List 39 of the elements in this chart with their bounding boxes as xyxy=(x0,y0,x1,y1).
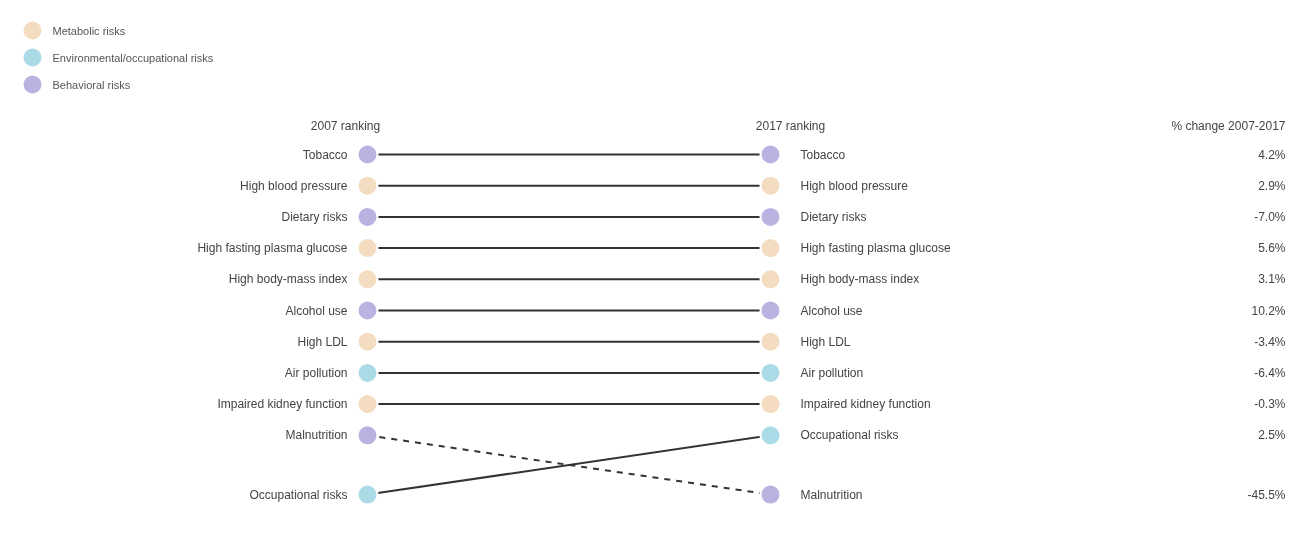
category-label: Occupational risks xyxy=(249,487,348,502)
data-label: 5.6% xyxy=(1258,241,1286,256)
category-label: Occupational risks xyxy=(800,428,899,443)
category-label: Air pollution xyxy=(800,365,864,380)
text: 2017 ranking xyxy=(755,118,826,133)
data-label: 3.1% xyxy=(1258,272,1286,287)
data-label: 2.9% xyxy=(1258,178,1286,193)
legend-label: Environmental/occupational risks xyxy=(52,51,214,64)
category-label: Tobacco xyxy=(800,147,846,162)
data-label: 4.2% xyxy=(1258,147,1286,162)
category-label: Alcohol use xyxy=(285,303,348,318)
category-label: Dietary risks xyxy=(800,209,867,224)
data-label: -0.3% xyxy=(1254,397,1286,412)
data-label: -7.0% xyxy=(1254,209,1286,224)
data-label: -45.5% xyxy=(1247,487,1286,502)
category-label: Air pollution xyxy=(284,365,348,380)
category-label: Alcohol use xyxy=(800,303,863,318)
category-label: High LDL xyxy=(800,334,851,349)
category-label: High LDL xyxy=(297,334,348,349)
category-label: Impaired kidney function xyxy=(800,397,931,412)
data-label: 10.2% xyxy=(1251,303,1286,318)
data-label: -3.4% xyxy=(1254,334,1286,349)
category-label: High body-mass index xyxy=(228,272,348,287)
text: 2007 ranking xyxy=(310,118,381,133)
category-label: High blood pressure xyxy=(800,178,909,193)
legend-label: Behavioral risks xyxy=(52,78,131,91)
category-label: High blood pressure xyxy=(240,178,348,193)
category-label: High fasting plasma glucose xyxy=(197,241,348,256)
category-label: High body-mass index xyxy=(800,272,920,287)
text: % change 2007-2017 xyxy=(1171,118,1286,133)
data-label: 2.5% xyxy=(1258,428,1286,443)
category-label: High fasting plasma glucose xyxy=(800,241,951,256)
category-label: Dietary risks xyxy=(281,209,348,224)
category-label: Malnutrition xyxy=(285,428,348,443)
category-label: Malnutrition xyxy=(800,487,863,502)
category-label: Tobacco xyxy=(302,147,348,162)
legend-label: Metabolic risks xyxy=(52,24,126,37)
category-label: Impaired kidney function xyxy=(217,397,348,412)
data-label: -6.4% xyxy=(1254,365,1286,380)
